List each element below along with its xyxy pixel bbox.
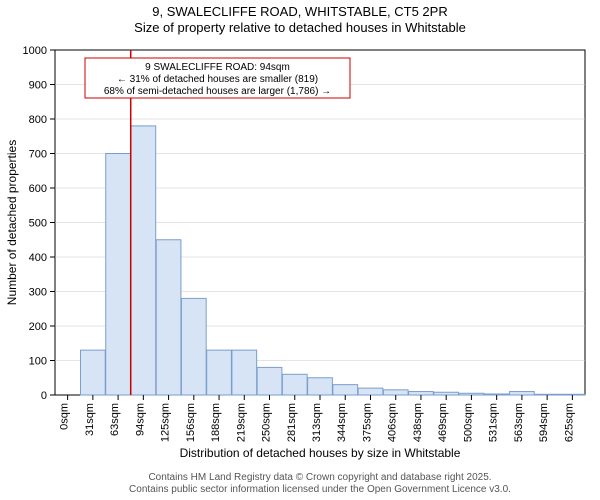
histogram-bar bbox=[510, 392, 535, 395]
y-tick-label: 900 bbox=[29, 80, 47, 92]
y-tick-label: 100 bbox=[29, 356, 47, 368]
histogram-bar bbox=[409, 392, 434, 395]
y-tick-label: 500 bbox=[29, 218, 47, 230]
histogram-bar bbox=[308, 378, 333, 395]
y-tick-label: 400 bbox=[29, 252, 47, 264]
x-tick-label: 313sqm bbox=[311, 403, 323, 442]
x-tick-label: 594sqm bbox=[538, 403, 550, 442]
x-tick-label: 188sqm bbox=[210, 403, 222, 442]
annotation-line-2: ← 31% of detached houses are smaller (81… bbox=[117, 74, 318, 85]
y-tick-label: 700 bbox=[29, 149, 47, 161]
property-size-histogram: 9, SWALECLIFFE ROAD, WHITSTABLE, CT5 2PR… bbox=[0, 0, 600, 500]
footer-line-2: Contains public sector information licen… bbox=[129, 484, 511, 495]
chart-svg: 9, SWALECLIFFE ROAD, WHITSTABLE, CT5 2PR… bbox=[0, 0, 600, 500]
y-axis-label: Number of detached properties bbox=[5, 140, 19, 305]
x-tick-label: 94sqm bbox=[134, 403, 146, 436]
annotation-line-1: 9 SWALECLIFFE ROAD: 94sqm bbox=[145, 62, 290, 73]
x-tick-label: 63sqm bbox=[109, 403, 121, 436]
histogram-bar bbox=[333, 385, 358, 395]
histogram-bar bbox=[181, 298, 206, 395]
x-tick-label: 469sqm bbox=[437, 403, 449, 442]
title-line-1: 9, SWALECLIFFE ROAD, WHITSTABLE, CT5 2PR bbox=[152, 4, 447, 19]
histogram-bar bbox=[560, 394, 585, 395]
x-tick-label: 625sqm bbox=[563, 403, 575, 442]
x-tick-label: 250sqm bbox=[261, 403, 273, 442]
x-tick-label: 344sqm bbox=[336, 403, 348, 442]
histogram-bar bbox=[106, 154, 131, 396]
histogram-bar bbox=[131, 126, 156, 395]
x-tick-label: 125sqm bbox=[160, 403, 172, 442]
histogram-bar bbox=[156, 240, 181, 395]
y-tick-label: 0 bbox=[41, 390, 47, 402]
footer-line-1: Contains HM Land Registry data © Crown c… bbox=[148, 472, 491, 483]
x-tick-label: 281sqm bbox=[286, 403, 298, 442]
histogram-bar bbox=[484, 394, 509, 395]
x-tick-label: 438sqm bbox=[412, 403, 424, 442]
histogram-bar bbox=[459, 393, 484, 395]
y-tick-label: 300 bbox=[29, 287, 47, 299]
x-tick-label: 500sqm bbox=[462, 403, 474, 442]
histogram-bar bbox=[80, 350, 105, 395]
histogram-bar bbox=[434, 392, 459, 395]
x-tick-label: 31sqm bbox=[84, 403, 96, 436]
histogram-bar bbox=[207, 350, 232, 395]
histogram-bar bbox=[535, 394, 560, 395]
x-tick-label: 406sqm bbox=[387, 403, 399, 442]
title-line-2: Size of property relative to detached ho… bbox=[134, 20, 466, 35]
y-tick-label: 600 bbox=[29, 183, 47, 195]
x-tick-label: 375sqm bbox=[361, 403, 373, 442]
x-axis-label: Distribution of detached houses by size … bbox=[180, 446, 461, 460]
histogram-bar bbox=[383, 390, 408, 395]
histogram-bar bbox=[282, 374, 307, 395]
x-tick-label: 563sqm bbox=[513, 403, 525, 442]
y-tick-label: 200 bbox=[29, 321, 47, 333]
x-tick-label: 156sqm bbox=[185, 403, 197, 442]
x-tick-label: 0sqm bbox=[59, 403, 71, 430]
y-tick-label: 1000 bbox=[23, 45, 47, 57]
annotation-line-3: 68% of semi-detached houses are larger (… bbox=[104, 86, 331, 97]
x-tick-label: 531sqm bbox=[488, 403, 500, 442]
histogram-bar bbox=[257, 367, 282, 395]
x-tick-label: 219sqm bbox=[235, 403, 247, 442]
y-tick-label: 800 bbox=[29, 114, 47, 126]
histogram-bar bbox=[358, 388, 383, 395]
histogram-bar bbox=[232, 350, 257, 395]
